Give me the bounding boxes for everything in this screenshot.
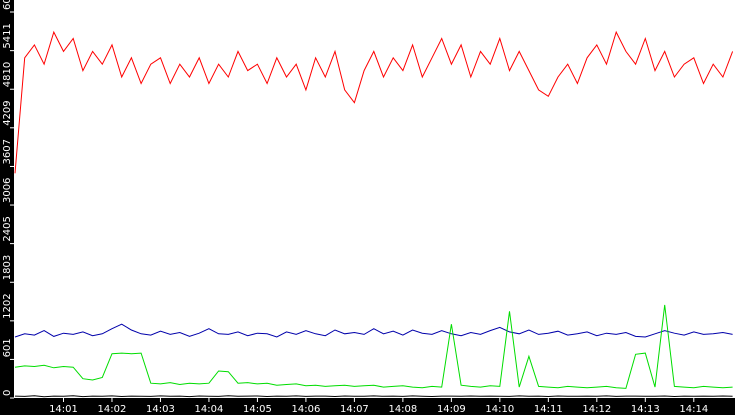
- x-tick-label: 14:05: [243, 404, 272, 415]
- x-tick-label: 14:09: [437, 404, 466, 415]
- x-tick-label: 14:07: [340, 404, 369, 415]
- y-tick-label: 601: [2, 338, 13, 357]
- y-tick-label: 1803: [2, 255, 13, 280]
- x-tick-label: 14:08: [388, 404, 417, 415]
- y-tick-label: 0: [2, 390, 13, 396]
- x-tick-label: 14:10: [485, 404, 514, 415]
- y-tick-label: 6013: [2, 0, 13, 10]
- x-tick-label: 14:14: [679, 404, 708, 415]
- series-line: [14, 323, 733, 338]
- x-tick-label: 14:01: [49, 404, 78, 415]
- series-line: [14, 30, 734, 174]
- series-line: [14, 304, 733, 389]
- y-tick-label: 3607: [2, 139, 13, 164]
- x-axis-band: [0, 398, 735, 415]
- x-tick-label: 14:13: [631, 404, 660, 415]
- x-tick-label: 14:12: [582, 404, 611, 415]
- x-tick-label: 14:04: [195, 404, 224, 415]
- y-tick-label: 2405: [2, 216, 13, 241]
- x-tick-label: 14:02: [98, 404, 127, 415]
- y-tick-label: 5411: [2, 23, 13, 48]
- y-tick-label: 1202: [2, 293, 13, 318]
- x-tick-label: 14:11: [534, 404, 563, 415]
- x-tick-label: 14:03: [146, 404, 175, 415]
- y-tick-label: 4209: [2, 100, 13, 125]
- y-tick-label: 4810: [2, 62, 13, 87]
- series-line: [14, 395, 733, 398]
- x-tick-label: 14:06: [291, 404, 320, 415]
- y-tick-label: 3006: [2, 178, 13, 203]
- y-axis-band: [0, 0, 14, 415]
